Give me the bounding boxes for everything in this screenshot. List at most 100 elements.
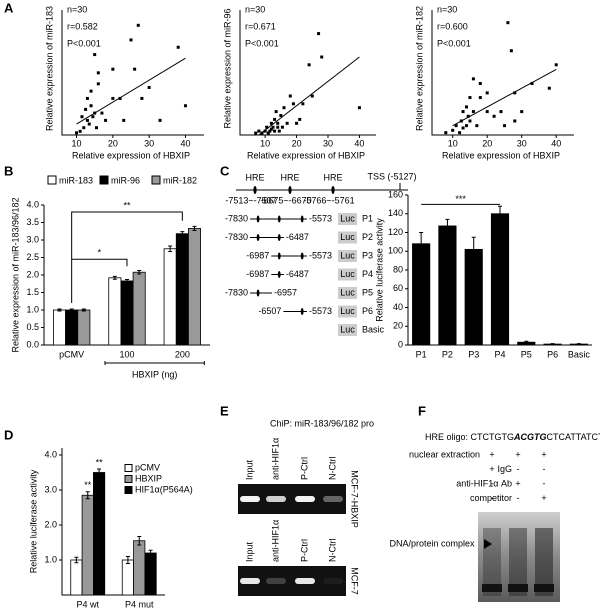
error-bar (192, 225, 197, 232)
y-axis-label: Relative expression of miR-183/96/182 (10, 197, 20, 352)
construct-start: -6987 (246, 269, 269, 279)
point (502, 124, 506, 128)
point (530, 82, 534, 86)
axis (61, 10, 204, 136)
y-tick-label: 2.5 (26, 252, 39, 262)
sign: - (517, 464, 520, 474)
bar (120, 280, 134, 346)
point (265, 125, 269, 129)
point (298, 117, 302, 121)
row-label: anti-HIF1α Ab (456, 478, 512, 488)
point (279, 114, 283, 117)
construct-name: P3 (362, 250, 373, 260)
point (471, 110, 475, 114)
bar (133, 540, 146, 596)
point (133, 67, 137, 71)
gel-band (323, 496, 343, 502)
point (478, 82, 482, 86)
panel-label: E (220, 403, 229, 418)
construct-end: -6957 (274, 287, 297, 297)
x-tick-label: P4 (494, 349, 505, 359)
x-tick-label: 10 (448, 138, 458, 148)
bar (70, 559, 83, 596)
point (89, 89, 93, 93)
lane-label: Input (244, 459, 254, 480)
significance: *** (455, 194, 466, 204)
point (295, 121, 299, 125)
point (506, 21, 510, 25)
legend-swatch (124, 475, 133, 483)
gel-title: ChiP: miR-183/96/182 pro (270, 418, 374, 428)
construct-end: -5573 (309, 306, 332, 316)
point (122, 118, 126, 122)
bar (438, 225, 457, 346)
y-tick-label: 0.5 (26, 322, 39, 332)
point (129, 38, 133, 42)
error-bar (57, 308, 62, 312)
point (271, 125, 275, 129)
error-bar (498, 205, 502, 222)
sign: + (541, 449, 546, 459)
point (269, 121, 273, 125)
gel-band (240, 578, 260, 584)
y-tick-label: 4.0 (26, 199, 39, 209)
point (513, 91, 517, 95)
construct-end: -5573 (309, 213, 332, 223)
gel-smear (509, 528, 527, 596)
luc-label: Luc (340, 287, 355, 297)
luc-label: Luc (340, 306, 355, 316)
hre-marker (288, 186, 292, 194)
bracket (71, 211, 183, 260)
point (111, 96, 115, 100)
bar (77, 309, 91, 346)
point (280, 125, 284, 129)
lane-label: P-Ctrl (299, 539, 309, 562)
point (84, 107, 88, 111)
error-bar (419, 232, 424, 256)
error-bar (137, 269, 142, 275)
bar (175, 233, 189, 346)
significance: * (98, 248, 102, 258)
x-tick-label: 40 (551, 138, 561, 148)
point (140, 96, 144, 100)
x-tick-label: 10 (260, 138, 270, 148)
hre-marker (253, 186, 257, 194)
point (96, 82, 100, 86)
error-bar (112, 275, 117, 280)
x-tick-label: 20 (108, 138, 118, 148)
point (266, 131, 270, 135)
bracket (104, 361, 205, 365)
lane-label: P-Ctrl (299, 457, 309, 480)
y-axis-label: Relative luciferase activity (28, 469, 38, 573)
legend-swatch (124, 486, 133, 494)
hre-label: HRE (245, 172, 264, 182)
gel-band (295, 578, 315, 584)
x-tick-label: P4 wt (76, 599, 99, 609)
row-label: IgG (497, 464, 512, 474)
hre-label: HRE (323, 172, 342, 182)
panel-label: F (418, 403, 426, 418)
point (465, 105, 468, 109)
point (282, 106, 286, 110)
point (273, 129, 277, 133)
bar (81, 494, 94, 596)
hre-marker (277, 271, 281, 278)
oligo-prefix: HRE oligo: CTCTGTG (425, 432, 514, 442)
site-label: -7513~-7507 (225, 195, 276, 205)
y-tick-label: 60 (393, 283, 403, 293)
x-axis-label: Relative expression of HBXIP (247, 150, 365, 160)
error-bar (81, 308, 86, 312)
point (471, 77, 475, 81)
sign: - (517, 493, 520, 503)
bar (65, 309, 79, 346)
y-tick-label: 1.0 (44, 554, 57, 564)
construct-start: -6987 (246, 250, 269, 260)
construct-name: Basic (362, 324, 385, 334)
point (95, 126, 98, 130)
point (96, 71, 100, 75)
y-tick-label: 0 (398, 339, 403, 349)
sign: - (491, 493, 494, 503)
error-bar (125, 279, 129, 283)
stat-annotation: r=0.600 (437, 21, 468, 31)
stat-annotation: n=30 (67, 4, 87, 14)
